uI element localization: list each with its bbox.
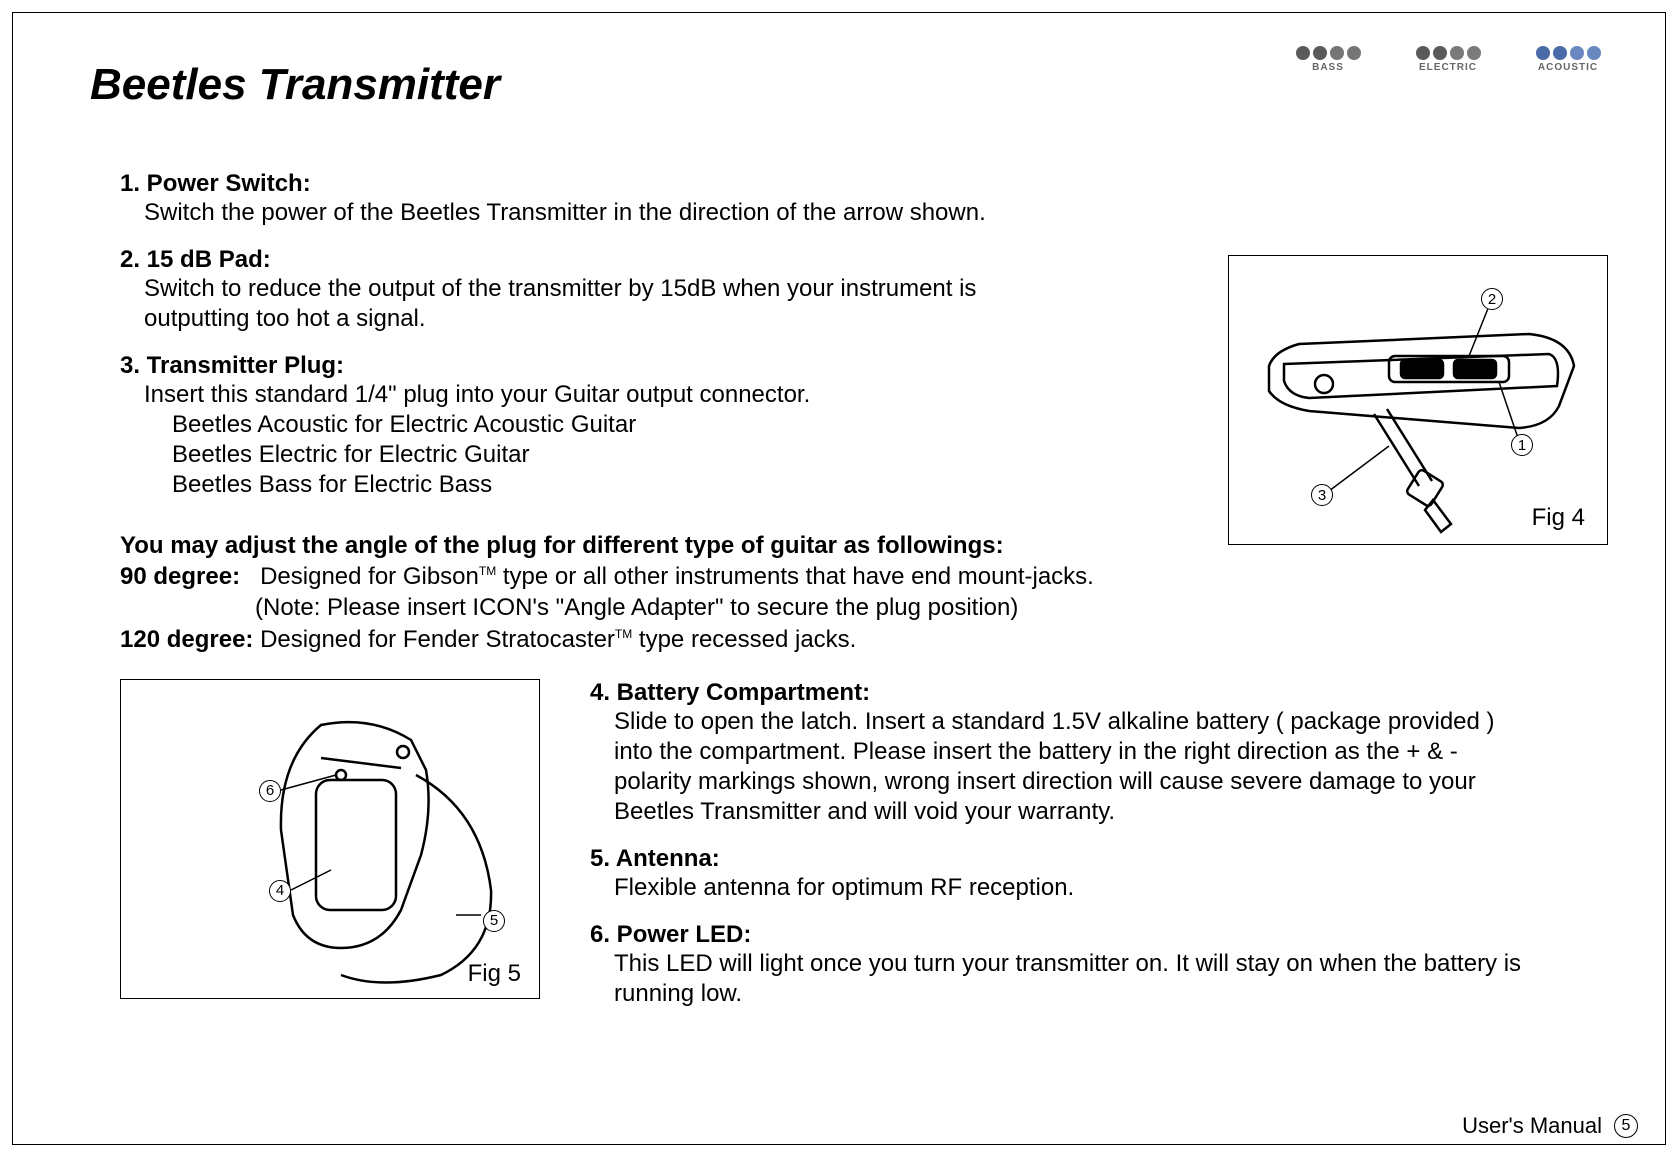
section-5-heading: 5. Antenna: <box>590 845 1530 873</box>
section-4-heading: 4. Battery Compartment: <box>590 679 1530 707</box>
section-3-sub1: Beetles Acoustic for Electric Acoustic G… <box>120 410 1050 440</box>
section-2-heading: 2. 15 dB Pad: <box>120 246 1050 274</box>
section-5: 5. Antenna: Flexible antenna for optimum… <box>590 845 1530 903</box>
section-3-sub3: Beetles Bass for Electric Bass <box>120 470 1050 500</box>
section-3-sub2: Beetles Electric for Electric Guitar <box>120 440 1050 470</box>
section-5-body: Flexible antenna for optimum RF receptio… <box>590 873 1530 903</box>
fig5-label: Fig 5 <box>468 960 521 988</box>
content-area: Beetles Transmitter 1. Power Switch: Swi… <box>90 60 1618 1117</box>
fig5-callout-5: 5 <box>483 910 505 932</box>
section-1-heading: 1. Power Switch: <box>120 170 1050 198</box>
lower-row: 4 5 6 Fig 5 4. Battery Compartment: Slid… <box>120 679 1618 1027</box>
tm-mark: TM <box>479 564 496 578</box>
fig4-callout-2: 2 <box>1481 288 1503 310</box>
fig5-drawing <box>121 680 541 1000</box>
fig5-callout-4: 4 <box>269 880 291 902</box>
fig4-callout-3: 3 <box>1311 484 1333 506</box>
section-3: 3. Transmitter Plug: Insert this standar… <box>120 352 1050 500</box>
angle-block: You may adjust the angle of the plug for… <box>120 530 1220 655</box>
section-2-body: Switch to reduce the output of the trans… <box>120 274 1050 334</box>
angle-120-text: Designed for Fender Stratocaster <box>260 626 615 653</box>
section-1: 1. Power Switch: Switch the power of the… <box>120 170 1050 228</box>
section-6: 6. Power LED: This LED will light once y… <box>590 921 1530 1009</box>
fig4-label: Fig 4 <box>1532 504 1585 532</box>
tm-mark-2: TM <box>615 627 632 641</box>
section-2: 2. 15 dB Pad: Switch to reduce the outpu… <box>120 246 1050 334</box>
page-title: Beetles Transmitter <box>90 60 1618 110</box>
footer-text: User's Manual <box>1462 1113 1602 1139</box>
footer: User's Manual 5 <box>1462 1113 1638 1139</box>
figure-5: 4 5 6 Fig 5 <box>120 679 540 999</box>
section-6-heading: 6. Power LED: <box>590 921 1530 949</box>
angle-90-note: (Note: Please insert ICON's "Angle Adapt… <box>120 592 1220 623</box>
angle-90-tail: type or all other instruments that have … <box>496 563 1094 590</box>
angle-intro: You may adjust the angle of the plug for… <box>120 530 1220 561</box>
angle-120-tail: type recessed jacks. <box>632 626 856 653</box>
figure-4: 1 2 3 Fig 4 <box>1228 255 1608 545</box>
angle-90-label: 90 degree: <box>120 563 240 590</box>
footer-page: 5 <box>1614 1114 1638 1138</box>
angle-120-label: 120 degree: <box>120 626 253 653</box>
fig4-drawing <box>1229 256 1609 546</box>
right-column: 4. Battery Compartment: Slide to open th… <box>590 679 1530 1027</box>
fig5-callout-6: 6 <box>259 780 281 802</box>
section-3-body: Insert this standard 1/4" plug into your… <box>120 380 1050 410</box>
section-3-heading: 3. Transmitter Plug: <box>120 352 1050 380</box>
angle-90-text: Designed for Gibson <box>260 563 479 590</box>
section-1-body: Switch the power of the Beetles Transmit… <box>120 198 1050 228</box>
section-4-body: Slide to open the latch. Insert a standa… <box>590 707 1530 827</box>
section-6-body: This LED will light once you turn your t… <box>590 949 1530 1009</box>
section-4: 4. Battery Compartment: Slide to open th… <box>590 679 1530 827</box>
fig4-callout-1: 1 <box>1511 434 1533 456</box>
